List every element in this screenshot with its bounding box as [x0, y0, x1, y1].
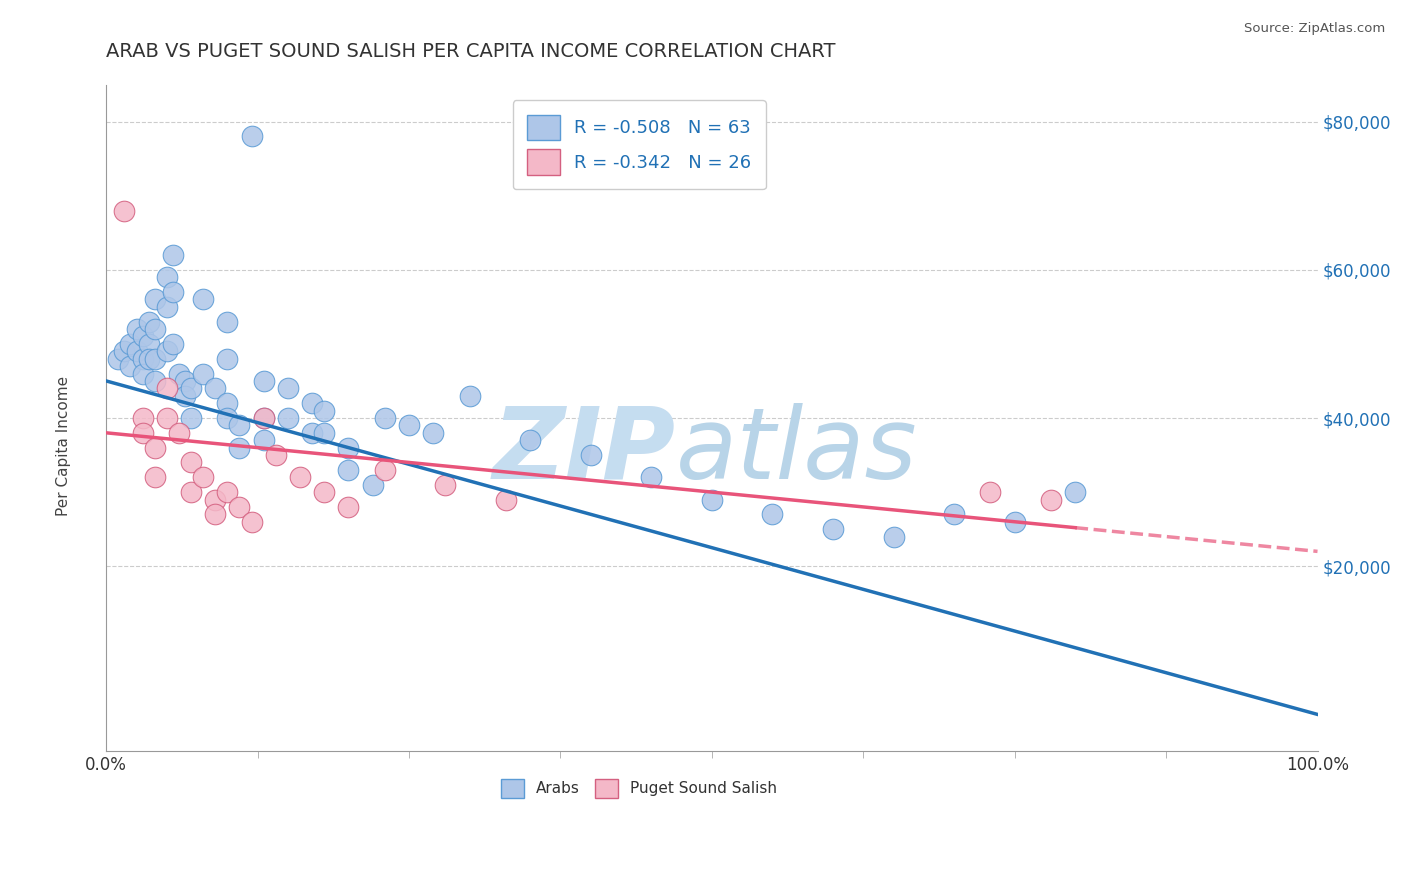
Text: ZIP: ZIP	[492, 403, 675, 500]
Point	[301, 425, 323, 440]
Point	[180, 485, 202, 500]
Point	[495, 492, 517, 507]
Point	[519, 434, 541, 448]
Point	[180, 381, 202, 395]
Point	[191, 293, 214, 307]
Text: atlas: atlas	[675, 403, 917, 500]
Point	[253, 411, 276, 425]
Point	[167, 367, 190, 381]
Point	[979, 485, 1001, 500]
Point	[253, 374, 276, 388]
Point	[1064, 485, 1087, 500]
Point	[131, 425, 153, 440]
Point	[138, 351, 160, 366]
Point	[217, 351, 239, 366]
Text: ARAB VS PUGET SOUND SALISH PER CAPITA INCOME CORRELATION CHART: ARAB VS PUGET SOUND SALISH PER CAPITA IN…	[107, 42, 835, 61]
Point	[162, 337, 184, 351]
Point	[264, 448, 287, 462]
Point	[191, 470, 214, 484]
Point	[191, 367, 214, 381]
Point	[253, 411, 276, 425]
Point	[167, 425, 190, 440]
Point	[217, 411, 239, 425]
Point	[204, 508, 226, 522]
Point	[228, 418, 250, 433]
Point	[131, 411, 153, 425]
Point	[228, 441, 250, 455]
Point	[640, 470, 662, 484]
Point	[883, 530, 905, 544]
Point	[143, 441, 166, 455]
Point	[314, 485, 336, 500]
Point	[240, 515, 263, 529]
Point	[131, 351, 153, 366]
Point	[374, 463, 396, 477]
Point	[253, 434, 276, 448]
Point	[434, 477, 457, 491]
Point	[277, 411, 299, 425]
Point	[143, 374, 166, 388]
Point	[337, 463, 360, 477]
Point	[156, 344, 179, 359]
Point	[138, 315, 160, 329]
Point	[125, 344, 148, 359]
Point	[398, 418, 420, 433]
Point	[228, 500, 250, 514]
Point	[1040, 492, 1063, 507]
Point	[156, 381, 179, 395]
Point	[943, 508, 966, 522]
Point	[700, 492, 723, 507]
Point	[314, 425, 336, 440]
Point	[156, 270, 179, 285]
Text: Source: ZipAtlas.com: Source: ZipAtlas.com	[1244, 22, 1385, 36]
Point	[125, 322, 148, 336]
Point	[143, 293, 166, 307]
Point	[217, 396, 239, 410]
Point	[240, 129, 263, 144]
Point	[107, 351, 129, 366]
Point	[579, 448, 602, 462]
Point	[180, 411, 202, 425]
Point	[337, 441, 360, 455]
Point	[156, 411, 179, 425]
Point	[174, 389, 197, 403]
Point	[374, 411, 396, 425]
Point	[180, 455, 202, 469]
Point	[120, 359, 142, 373]
Legend: Arabs, Puget Sound Salish: Arabs, Puget Sound Salish	[495, 773, 783, 804]
Text: Per Capita Income: Per Capita Income	[56, 376, 70, 516]
Point	[204, 381, 226, 395]
Point	[156, 300, 179, 314]
Point	[458, 389, 481, 403]
Point	[204, 492, 226, 507]
Point	[112, 203, 135, 218]
Point	[301, 396, 323, 410]
Point	[288, 470, 311, 484]
Point	[143, 470, 166, 484]
Point	[131, 329, 153, 343]
Point	[131, 367, 153, 381]
Point	[277, 381, 299, 395]
Point	[821, 522, 844, 536]
Point	[314, 403, 336, 417]
Point	[361, 477, 384, 491]
Point	[162, 248, 184, 262]
Point	[217, 315, 239, 329]
Point	[174, 374, 197, 388]
Point	[422, 425, 444, 440]
Point	[1004, 515, 1026, 529]
Point	[143, 351, 166, 366]
Point	[337, 500, 360, 514]
Point	[143, 322, 166, 336]
Point	[217, 485, 239, 500]
Point	[120, 337, 142, 351]
Point	[138, 337, 160, 351]
Point	[162, 285, 184, 299]
Point	[761, 508, 783, 522]
Point	[112, 344, 135, 359]
